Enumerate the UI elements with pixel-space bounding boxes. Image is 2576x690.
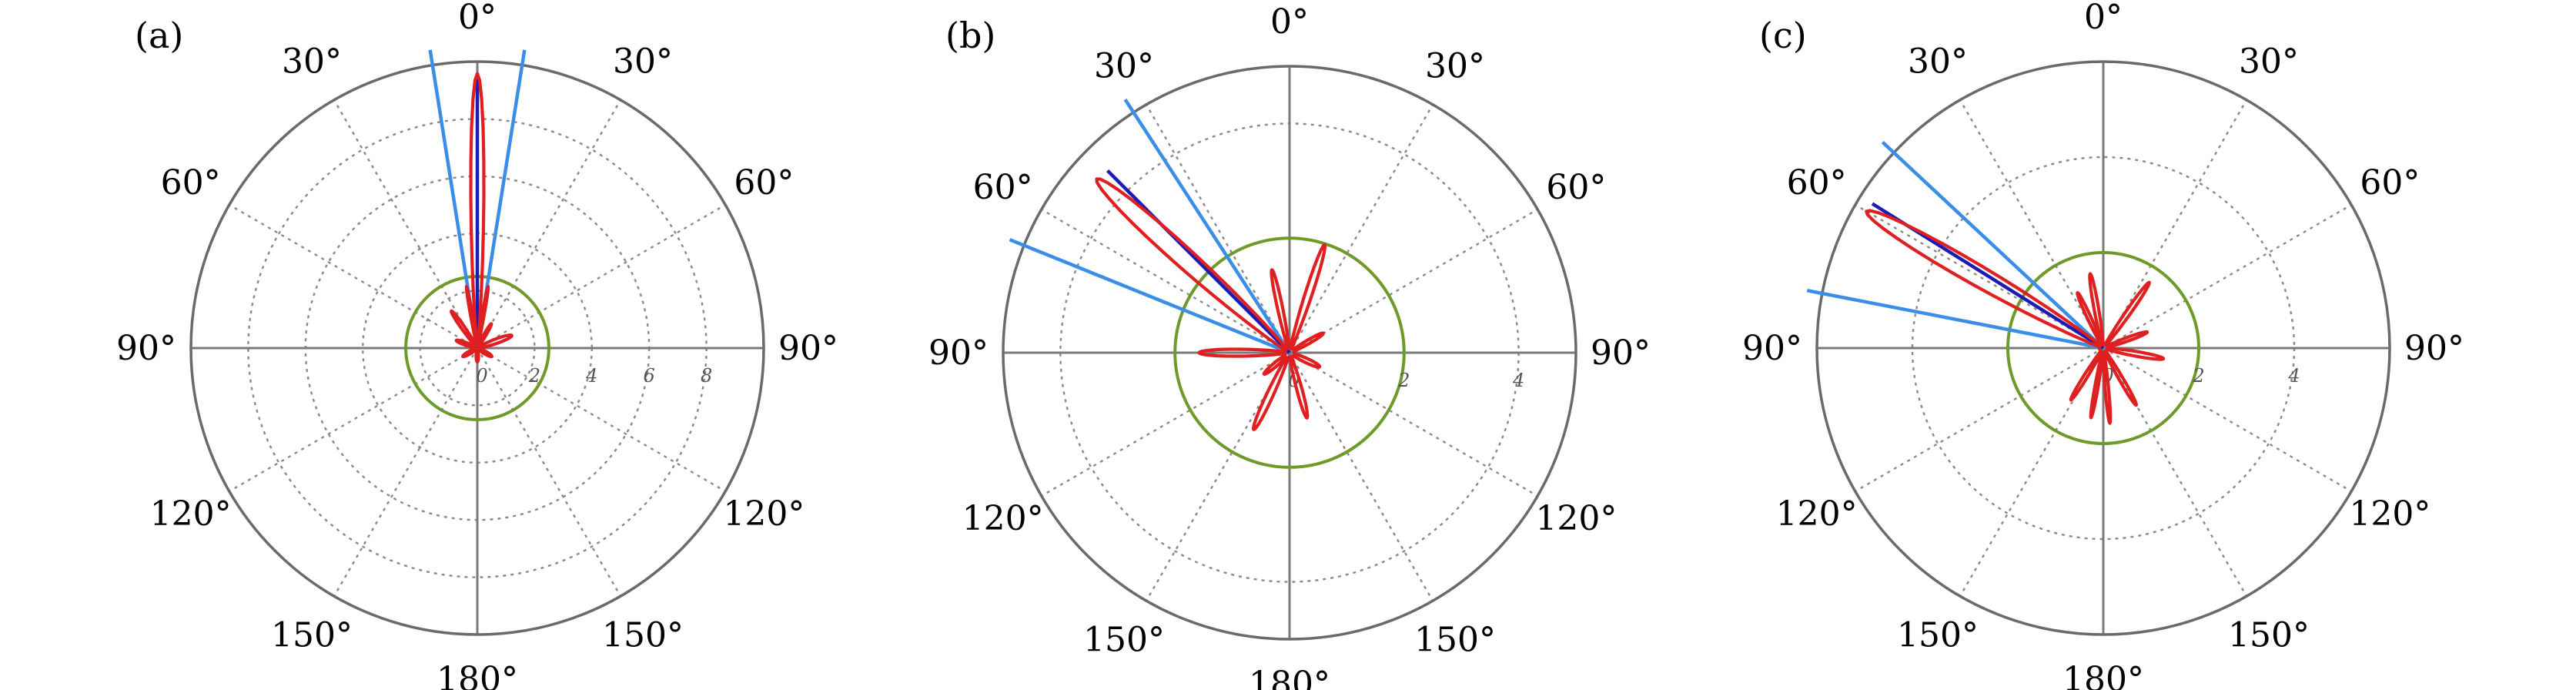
angle-label: 30° [613, 42, 673, 82]
angle-label: 60° [734, 163, 794, 203]
angular-grid-spoke [1289, 208, 1538, 354]
angle-label: 30° [1425, 47, 1485, 86]
angular-grid-spoke [1145, 104, 1291, 353]
panel-label: (c) [1759, 15, 1807, 56]
angle-label: 150° [1897, 615, 1979, 655]
angle-label: 120° [150, 494, 232, 534]
angular-grid-spoke [229, 347, 478, 493]
angle-label: 180° [1249, 665, 1330, 690]
radial-tick-label: 2 [1397, 370, 1410, 391]
radial-tick-label: 4 [1512, 370, 1524, 391]
angle-label: 0° [1270, 2, 1309, 42]
angle-label: 30° [1908, 42, 1968, 82]
angle-label: 150° [1414, 620, 1496, 659]
angular-grid-spoke [1288, 104, 1434, 353]
angle-label: 0° [458, 0, 497, 37]
radiation-pattern [1865, 209, 2166, 425]
angle-label: 150° [271, 615, 353, 655]
angle-label: 90° [1591, 333, 1651, 373]
angle-label: 120° [2349, 494, 2430, 534]
angle-label: 180° [2062, 660, 2144, 690]
angle-label: 60° [1546, 168, 1606, 207]
angular-grid-spoke [2102, 99, 2248, 349]
angular-grid-spoke [1959, 99, 2105, 349]
angle-label: 60° [161, 163, 221, 203]
angular-grid-spoke [1855, 347, 2104, 493]
outer-circle [189, 60, 765, 636]
angular-grid-spoke [1289, 351, 1538, 497]
polar-panel-b: 0 2 40°30°30°60°60°90°90°120°120°150°150°1… [928, 2, 1651, 690]
angle-label: 90° [928, 333, 989, 373]
angle-label: 30° [2239, 42, 2299, 82]
panel-label: (b) [945, 15, 995, 56]
radial-tick-label: 4 [585, 365, 597, 387]
angle-label: 150° [2228, 615, 2310, 655]
radiation-pattern [450, 72, 514, 363]
angle-label: 90° [2404, 329, 2464, 368]
angular-grid-spoke [477, 347, 726, 493]
angular-grid-spoke [2102, 347, 2248, 597]
outer-circle [1002, 65, 1577, 641]
radial-tick-label: 0 [476, 365, 487, 387]
angular-grid-spoke [1041, 208, 1290, 354]
angular-grid-spoke [1041, 351, 1290, 497]
beam-boundary-line [1881, 141, 2105, 350]
angle-label: 150° [1083, 620, 1165, 659]
beam-boundary-line [1806, 288, 2104, 350]
angle-label: 120° [723, 494, 805, 534]
angular-grid-spoke [476, 99, 622, 349]
angular-grid-spoke [229, 203, 478, 350]
reference-circle [1173, 236, 1406, 469]
angular-grid-spoke [333, 347, 479, 597]
beam-boundary-line [1009, 238, 1290, 355]
angular-grid-spoke [2103, 203, 2352, 350]
polar-panel-a: 0 2 4 6 8 0° 30° 30° 60° 60° 90° 90° 120° 120° 150° 150… [116, 0, 838, 690]
angle-label: 90° [116, 329, 176, 368]
angular-grid-spoke [477, 203, 726, 350]
angular-grid-spoke [476, 347, 622, 597]
radial-tick-label: 8 [701, 365, 712, 387]
angle-label: 150° [602, 615, 684, 655]
radial-tick-label: 4 [2287, 365, 2300, 387]
angle-label: 90° [1742, 329, 1802, 368]
radial-tick-label: 2 [2192, 365, 2204, 387]
angular-grid-spoke [1288, 352, 1434, 601]
angle-label: 180° [437, 660, 518, 690]
beam-center-line [1106, 169, 1291, 354]
angular-grid-spoke [333, 99, 479, 349]
angular-grid-spoke [2103, 347, 2352, 493]
panel-label: (a) [135, 15, 183, 56]
angle-label: 60° [2360, 163, 2420, 203]
angle-label: 0° [2084, 0, 2123, 37]
angle-label: 30° [1094, 47, 1154, 86]
radiation-pattern [1095, 177, 1327, 431]
polar-panel-c: 0 2 40°30°30°60°60°90°90°120°120°150°150°1… [1742, 0, 2464, 690]
radial-tick-label: 2 [528, 365, 540, 387]
angle-label: 120° [962, 499, 1044, 538]
angle-label: 120° [1776, 494, 1858, 534]
outer-circle [1815, 60, 2391, 636]
beam-boundary-line [1123, 99, 1291, 354]
radial-tick-label: 6 [644, 365, 655, 387]
angle-label: 30° [282, 42, 342, 82]
angle-label: 120° [1535, 499, 1617, 538]
reference-circle [2006, 251, 2200, 445]
angle-label: 90° [778, 329, 838, 368]
angle-label: 60° [1787, 163, 1847, 203]
angle-label: 60° [973, 168, 1033, 207]
